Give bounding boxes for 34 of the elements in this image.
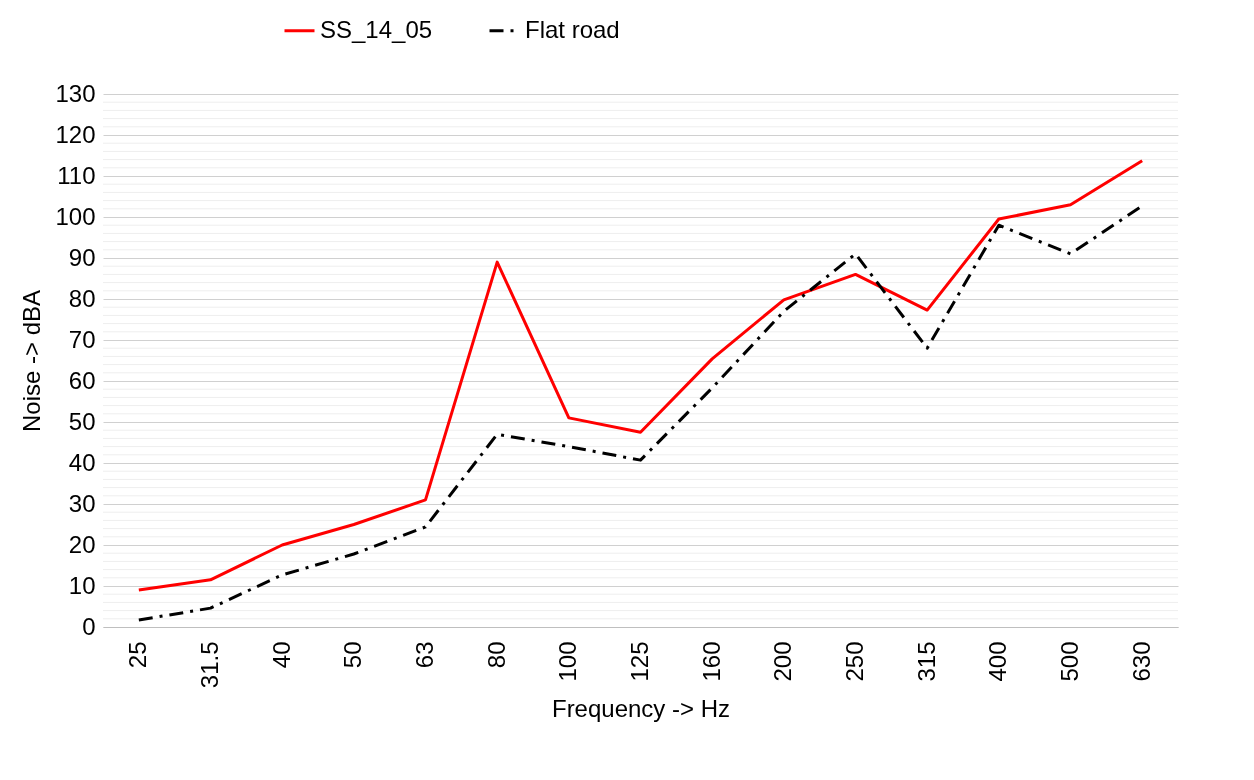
y-axis-title: Noise -> dBA — [18, 289, 46, 433]
x-tick-label: 400 — [984, 641, 1012, 682]
y-tick-label: 60 — [68, 366, 96, 394]
x-tick-label: 630 — [1127, 641, 1155, 682]
x-axis-title: Frequency -> Hz — [551, 695, 731, 723]
x-tick-label: 160 — [697, 641, 725, 682]
x-tick-label: 250 — [841, 641, 868, 682]
x-tick-label: 80 — [482, 641, 510, 669]
y-tick-label: 40 — [68, 448, 96, 476]
x-tick-label: 100 — [554, 641, 582, 682]
x-tick-label: 40 — [267, 641, 295, 669]
x-tick-label: 500 — [1056, 641, 1083, 682]
x-tick-label: 315 — [912, 641, 940, 682]
y-tick-label: 90 — [68, 243, 96, 271]
y-tick-label: 110 — [57, 161, 96, 189]
x-tick-label: 63 — [411, 641, 438, 669]
x-tick-label: 50 — [339, 641, 367, 669]
y-tick-label: 20 — [68, 530, 96, 558]
y-tick-label: 10 — [68, 571, 96, 599]
y-tick-label: 0 — [82, 612, 96, 640]
y-tick-label: 100 — [55, 202, 96, 230]
y-tick-label: 50 — [68, 407, 96, 435]
x-tick-label: 25 — [124, 641, 152, 669]
x-tick-label: 31.5 — [196, 641, 223, 689]
x-tick-label: 200 — [769, 641, 797, 682]
y-tick-label: 80 — [68, 284, 96, 312]
y-tick-label: 70 — [68, 325, 96, 353]
x-tick-label: 125 — [626, 641, 653, 682]
y-tick-label: 120 — [55, 120, 96, 148]
legend-label: Flat road — [525, 15, 620, 43]
line-series — [137, 159, 1144, 592]
legend-label: SS_14_05 — [320, 15, 433, 43]
y-tick-label: 130 — [55, 79, 96, 107]
y-tick-label: 30 — [68, 489, 96, 517]
